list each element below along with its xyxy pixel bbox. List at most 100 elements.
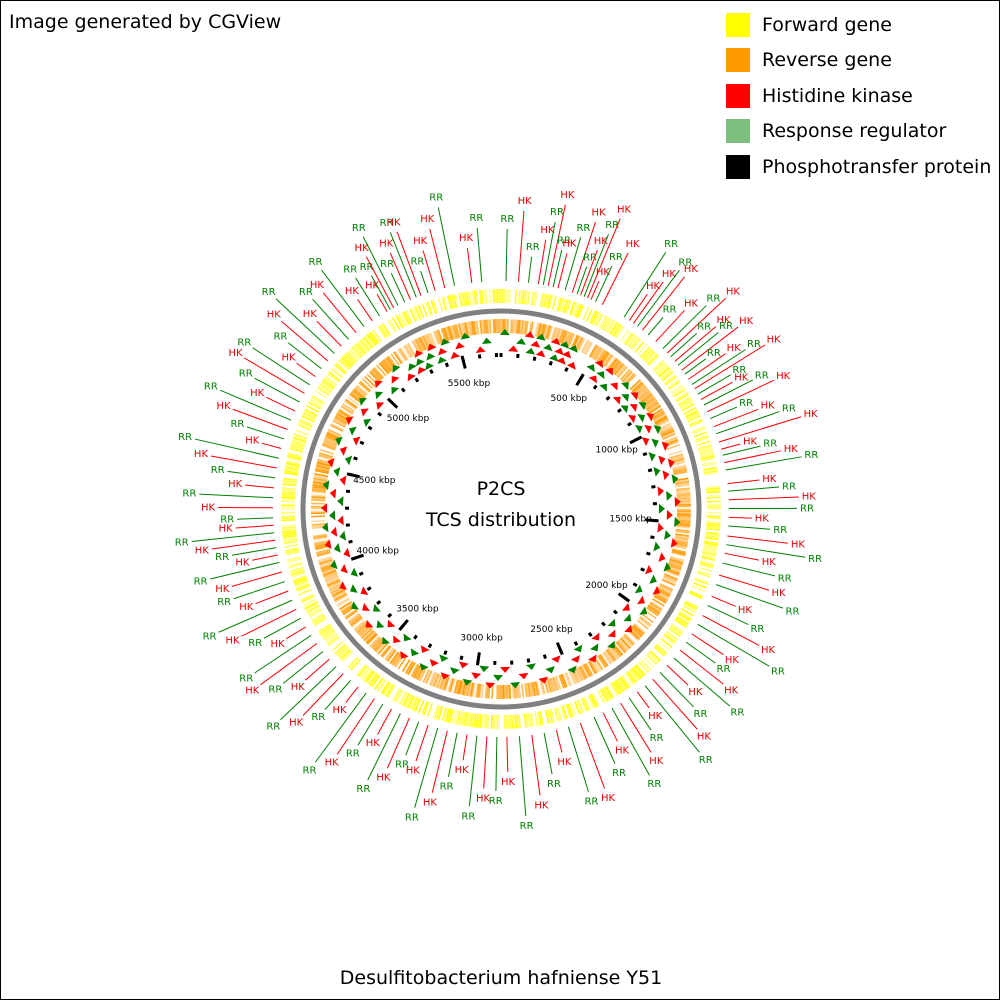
- callout-line: [647, 317, 664, 336]
- forward-gene-mark: [410, 696, 418, 711]
- forward-gene-mark: [518, 289, 521, 304]
- forward-gene-mark: [380, 324, 390, 337]
- forward-gene-mark: [612, 681, 622, 694]
- rr-label: RR: [268, 685, 282, 696]
- reverse-gene-mark: [471, 321, 475, 336]
- forward-gene-mark: [541, 293, 546, 308]
- reverse-gene-mark: [673, 540, 688, 546]
- callout-line: [287, 342, 322, 369]
- reverse-gene-mark: [444, 676, 450, 691]
- hk-label: HK: [697, 732, 712, 743]
- callout-line: [194, 438, 279, 459]
- callout-line: [367, 713, 401, 781]
- rr-label: RR: [380, 259, 394, 270]
- minor-tick: [542, 654, 547, 659]
- forward-gene-mark: [357, 665, 368, 677]
- callout-line: [636, 691, 650, 709]
- hk-marker: [594, 360, 604, 369]
- forward-gene-mark: [643, 350, 655, 362]
- forward-gene-mark: [367, 673, 378, 686]
- reverse-gene-mark: [461, 681, 467, 696]
- forward-gene-mark: [452, 294, 458, 309]
- forward-gene-mark: [360, 667, 371, 680]
- callout-line: [437, 207, 456, 286]
- hk-label: HK: [379, 239, 394, 250]
- rr-label: RR: [804, 450, 818, 461]
- callout-line: [722, 445, 761, 456]
- reverse-gene-mark: [413, 665, 422, 679]
- hk-label: HK: [345, 286, 360, 297]
- rr-marker: [586, 364, 595, 372]
- reverse-gene-mark: [447, 677, 453, 692]
- forward-gene-mark: [347, 350, 359, 362]
- reverse-gene-mark: [583, 663, 592, 677]
- reverse-gene-mark: [312, 533, 327, 538]
- forward-gene-mark: [678, 612, 691, 622]
- forward-gene-mark: [473, 290, 477, 305]
- forward-gene-mark: [702, 551, 717, 556]
- callout-line: [720, 443, 741, 450]
- callout-line: [725, 456, 802, 471]
- reverse-gene-mark: [315, 545, 330, 551]
- forward-gene-mark: [615, 679, 625, 692]
- forward-gene-mark: [312, 614, 325, 623]
- reverse-gene-mark: [331, 589, 345, 597]
- legend-item-histidine-kinase: Histidine kinase: [726, 78, 991, 114]
- reverse-gene-mark: [583, 341, 592, 355]
- reverse-gene-mark: [318, 557, 333, 564]
- forward-gene-mark: [304, 601, 318, 610]
- reverse-gene-mark: [340, 405, 354, 415]
- reverse-gene-mark: [323, 572, 338, 579]
- reverse-gene-mark: [454, 324, 460, 339]
- hk-marker: [657, 522, 664, 533]
- reverse-gene-mark: [582, 340, 590, 354]
- reverse-gene-mark: [655, 592, 669, 601]
- forward-gene-mark: [462, 711, 467, 726]
- reverse-gene-mark: [676, 517, 691, 521]
- forward-gene-mark: [291, 440, 306, 447]
- tick-label: 1500 kbp: [609, 515, 652, 525]
- hk-label: HK: [459, 233, 474, 244]
- minor-tick: [413, 634, 418, 640]
- reverse-gene-mark: [654, 415, 668, 424]
- forward-gene-mark: [281, 526, 296, 529]
- reverse-gene-mark: [312, 486, 327, 490]
- forward-gene-mark: [414, 306, 422, 320]
- forward-gene-mark: [691, 425, 706, 433]
- reverse-gene-mark: [552, 676, 559, 691]
- forward-gene-mark: [410, 307, 418, 322]
- reverse-gene-mark: [641, 394, 654, 405]
- forward-gene-mark: [668, 627, 681, 638]
- forward-gene-mark: [325, 633, 339, 644]
- reverse-gene-mark: [663, 576, 677, 584]
- callout-line: [724, 450, 782, 464]
- rr-marker: [573, 644, 583, 653]
- reverse-gene-mark: [649, 602, 663, 611]
- reverse-gene-mark: [437, 329, 444, 344]
- forward-gene-mark: [621, 675, 631, 688]
- reverse-gene-mark: [607, 648, 617, 661]
- reverse-gene-mark: [474, 320, 478, 335]
- hk-marker: [605, 367, 613, 376]
- reverse-gene-mark: [339, 602, 353, 612]
- reverse-gene-mark: [659, 583, 674, 591]
- callout-line: [210, 561, 280, 580]
- rr-marker: [403, 633, 412, 642]
- forward-gene-mark: [450, 294, 456, 309]
- reverse-gene-mark: [530, 682, 535, 697]
- forward-gene-mark: [371, 330, 381, 343]
- major-tick: [645, 518, 659, 523]
- reverse-gene-mark: [362, 629, 374, 640]
- reverse-gene-mark: [617, 366, 628, 379]
- reverse-gene-mark: [372, 367, 384, 380]
- callout-line: [715, 584, 784, 609]
- forward-gene-mark: [592, 311, 600, 326]
- forward-gene-mark: [405, 310, 414, 324]
- hk-marker: [674, 496, 681, 507]
- forward-gene-mark: [706, 496, 721, 500]
- forward-gene-mark: [701, 460, 716, 466]
- forward-gene-mark: [285, 551, 300, 556]
- reverse-gene-mark: [538, 323, 544, 338]
- forward-gene-mark: [555, 296, 561, 311]
- forward-gene-mark: [393, 688, 402, 702]
